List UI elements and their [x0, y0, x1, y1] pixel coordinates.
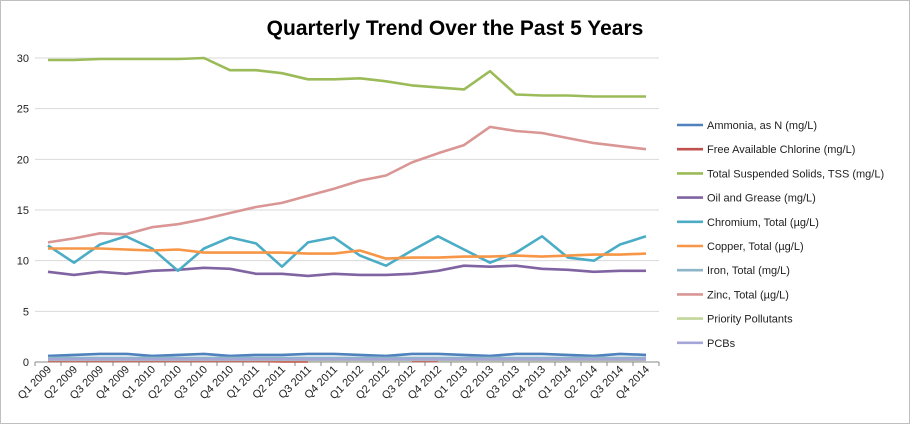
series-line-0 — [47, 352, 647, 358]
legend-label: Ammonia, as N (mg/L) — [707, 120, 817, 132]
series-line-7 — [47, 125, 647, 244]
legend-label: Copper, Total (µg/L) — [707, 241, 804, 253]
legend-label: Oil and Grease (mg/L) — [707, 193, 816, 205]
series-line-3 — [47, 264, 646, 278]
legend-label: Iron, Total (mg/L) — [707, 265, 790, 277]
y-tick-label: 25 — [17, 104, 29, 116]
y-axis-ticks: 0 5 10 15 20 25 30 — [17, 53, 29, 369]
gridlines — [35, 57, 659, 363]
legend-label: Total Suspended Solids, TSS (mg/L) — [707, 168, 884, 180]
y-tick-label: 20 — [17, 154, 29, 166]
series-line-4 — [47, 235, 647, 273]
series-line-2 — [48, 56, 646, 98]
series-line-5 — [48, 247, 647, 260]
chart-title: Quarterly Trend Over the Past 5 Years — [267, 17, 644, 40]
y-tick-label: 30 — [17, 53, 29, 65]
legend-label: Chromium, Total (µg/L) — [707, 217, 819, 229]
legend-label: PCBs — [707, 338, 736, 350]
y-tick-label: 5 — [23, 306, 29, 318]
y-tick-label: 10 — [17, 256, 29, 268]
legend-label: Zinc, Total (µg/L) — [707, 289, 789, 301]
y-tick-label: 15 — [17, 205, 29, 217]
series-lines — [47, 56, 647, 363]
legend: Ammonia, as N (mg/L) Free Available Chlor… — [677, 120, 884, 350]
legend-label: Free Available Chlorine (mg/L) — [707, 144, 855, 156]
legend-label: Priority Pollutants — [707, 314, 793, 326]
y-tick-label: 0 — [23, 357, 29, 369]
